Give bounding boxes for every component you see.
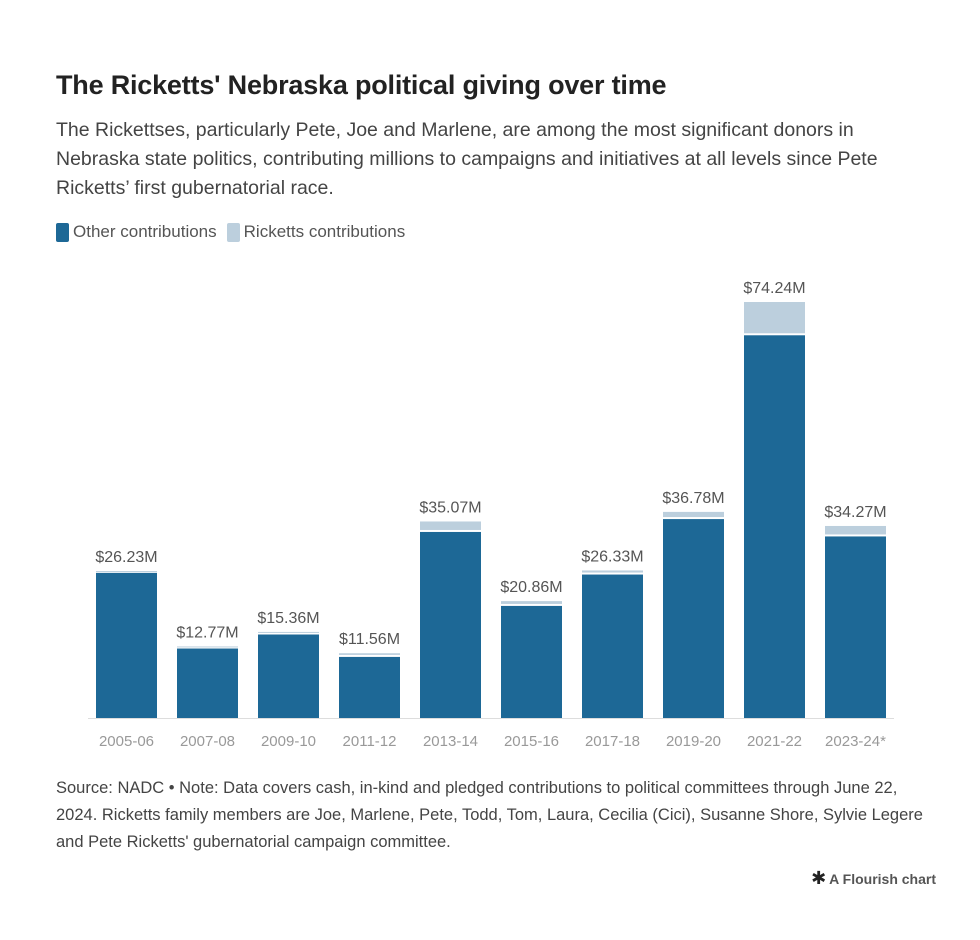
value-label: $34.27M xyxy=(824,504,886,521)
x-tick-label: 2017-18 xyxy=(585,733,640,750)
legend-item-other[interactable]: Other contributions xyxy=(56,222,217,242)
bar-group-2023-24[interactable]: $34.27M 2023-24* xyxy=(824,504,886,750)
value-label: $35.07M xyxy=(419,499,481,516)
x-tick-label: 2005-06 xyxy=(99,733,154,750)
bar-group-2015-16[interactable]: $20.86M 2015-16 xyxy=(500,579,562,750)
bar-other-2009-10[interactable] xyxy=(258,634,319,718)
bar-ricketts-2009-10[interactable] xyxy=(258,631,319,633)
value-label: $11.56M xyxy=(339,631,400,648)
chart-subtitle: The Rickettses, particularly Pete, Joe a… xyxy=(56,119,878,199)
bar-other-2013-14[interactable] xyxy=(420,531,481,718)
bar-chart: $26.23M 2005-06 $12.77M 2007-08 $15.36M 2009-… xyxy=(88,280,894,750)
x-tick-label: 2009-10 xyxy=(261,733,316,750)
x-tick-label: 2013-14 xyxy=(423,733,478,750)
value-label: $20.86M xyxy=(500,579,562,596)
value-label: $74.24M xyxy=(743,280,805,297)
credit-label: A Flourish chart xyxy=(829,870,936,887)
bar-group-2009-10[interactable]: $15.36M 2009-10 xyxy=(257,610,319,750)
bar-group-2005-06[interactable]: $26.23M 2005-06 xyxy=(95,549,157,750)
flourish-credit[interactable]: ✱ A Flourish chart xyxy=(811,868,936,889)
x-tick-label: 2019-20 xyxy=(666,733,721,750)
bar-other-2019-20[interactable] xyxy=(663,519,724,718)
bar-ricketts-2021-22[interactable] xyxy=(744,302,805,334)
bar-group-2011-12[interactable]: $11.56M 2011-12 xyxy=(339,631,400,750)
legend-label-other: Other contributions xyxy=(73,222,217,241)
bar-other-2017-18[interactable] xyxy=(582,574,643,718)
bar-other-2015-16[interactable] xyxy=(501,605,562,718)
legend-swatch-other xyxy=(56,222,69,242)
bar-group-2019-20[interactable]: $36.78M 2019-20 xyxy=(662,490,724,750)
bar-other-2007-08[interactable] xyxy=(177,648,238,718)
bar-ricketts-2023-24[interactable] xyxy=(825,525,886,535)
chart-title: The Ricketts' Nebraska political giving … xyxy=(56,70,667,100)
x-tick-label: 2015-16 xyxy=(504,733,559,750)
bar-ricketts-2005-06[interactable] xyxy=(96,571,157,573)
bar-group-2017-18[interactable]: $26.33M 2017-18 xyxy=(581,548,643,750)
bar-ricketts-2015-16[interactable] xyxy=(501,601,562,604)
x-tick-label: 2007-08 xyxy=(180,733,235,750)
bar-ricketts-2019-20[interactable] xyxy=(663,511,724,518)
asterisk-icon: ✱ xyxy=(811,868,827,888)
x-tick-label: 2021-22 xyxy=(747,733,802,750)
bar-other-2023-24[interactable] xyxy=(825,536,886,718)
value-label: $26.33M xyxy=(581,548,643,565)
bar-other-2005-06[interactable] xyxy=(96,572,157,718)
value-label: $12.77M xyxy=(176,624,238,641)
legend-label-ricketts: Ricketts contributions xyxy=(243,222,406,241)
legend-swatch-ricketts xyxy=(226,222,240,242)
value-label: $15.36M xyxy=(257,610,319,627)
chart-legend: Other contributions Ricketts contributio… xyxy=(56,222,415,242)
x-tick-label: 2023-24* xyxy=(825,733,886,750)
bar-group-2007-08[interactable]: $12.77M 2007-08 xyxy=(176,624,238,750)
bar-other-2011-12[interactable] xyxy=(339,656,400,718)
bar-other-2021-22[interactable] xyxy=(744,335,805,718)
x-tick-label: 2011-12 xyxy=(343,733,397,750)
bar-ricketts-2013-14[interactable] xyxy=(420,521,481,530)
value-label: $36.78M xyxy=(662,490,724,507)
value-label: $26.23M xyxy=(95,549,157,566)
bar-ricketts-2017-18[interactable] xyxy=(582,570,643,573)
source-note: Source: NADC • Note: Data covers cash, i… xyxy=(56,779,923,851)
bar-group-2013-14[interactable]: $35.07M 2013-14 xyxy=(419,499,481,750)
bar-ricketts-2007-08[interactable] xyxy=(177,646,238,648)
bar-group-2021-22[interactable]: $74.24M 2021-22 xyxy=(743,280,805,750)
legend-item-ricketts[interactable]: Ricketts contributions xyxy=(226,222,406,242)
bar-ricketts-2011-12[interactable] xyxy=(339,653,400,655)
